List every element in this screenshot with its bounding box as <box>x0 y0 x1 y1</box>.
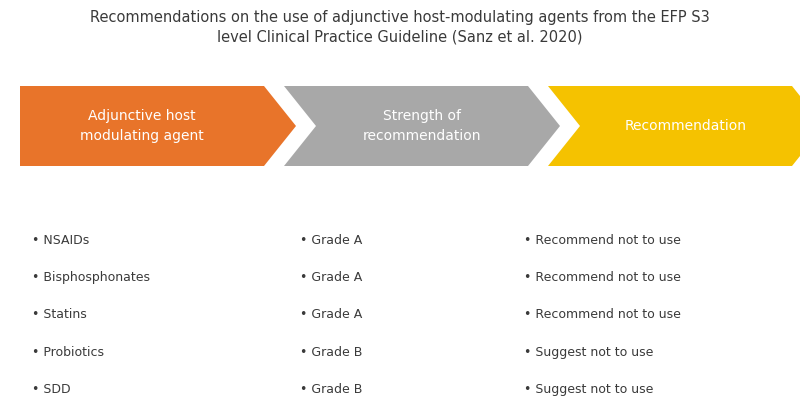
Text: Recommendations on the use of adjunctive host-modulating agents from the EFP S3
: Recommendations on the use of adjunctive… <box>90 10 710 45</box>
Text: • Bisphosphonates: • Bisphosphonates <box>32 271 150 284</box>
Text: • Statins: • Statins <box>32 308 86 322</box>
Text: • Grade A: • Grade A <box>300 308 362 322</box>
Text: • Recommend not to use: • Recommend not to use <box>524 234 681 247</box>
Text: Strength of
recommendation: Strength of recommendation <box>362 109 482 143</box>
Polygon shape <box>284 86 560 166</box>
Text: • Suggest not to use: • Suggest not to use <box>524 383 654 396</box>
Text: • Suggest not to use: • Suggest not to use <box>524 346 654 359</box>
Text: • Grade B: • Grade B <box>300 383 362 396</box>
Text: Recommendation: Recommendation <box>625 119 747 133</box>
Text: • Recommend not to use: • Recommend not to use <box>524 308 681 322</box>
Text: • Probiotics: • Probiotics <box>32 346 104 359</box>
Text: • Grade B: • Grade B <box>300 346 362 359</box>
Text: • NSAIDs: • NSAIDs <box>32 234 90 247</box>
Polygon shape <box>548 86 800 166</box>
Text: • SDD: • SDD <box>32 383 70 396</box>
Text: Adjunctive host
modulating agent: Adjunctive host modulating agent <box>80 109 204 143</box>
Text: • Recommend not to use: • Recommend not to use <box>524 271 681 284</box>
Text: • Grade A: • Grade A <box>300 271 362 284</box>
Polygon shape <box>20 86 296 166</box>
Text: • Grade A: • Grade A <box>300 234 362 247</box>
